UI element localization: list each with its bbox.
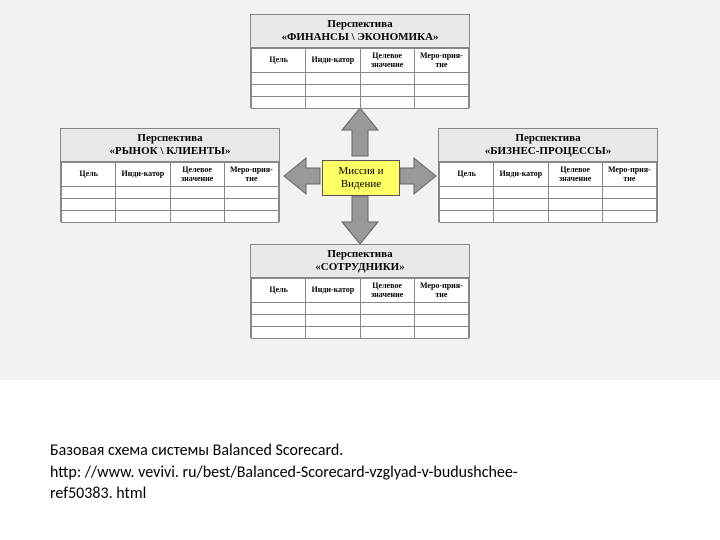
col-header: Целевое значение bbox=[548, 163, 602, 187]
panel-customers-table: Цель Инди-катор Целевое значение Меро-пр… bbox=[61, 162, 279, 223]
panel-title-line: Перспектива bbox=[327, 18, 392, 30]
col-header: Цель bbox=[440, 163, 494, 187]
col-header: Целевое значение bbox=[360, 279, 414, 303]
panel-employees: Перспектива «СОТРУДНИКИ» Цель Инди-катор… bbox=[250, 244, 470, 338]
panel-title-line: Перспектива bbox=[137, 132, 202, 144]
panel-employees-title: Перспектива «СОТРУДНИКИ» bbox=[251, 245, 469, 278]
panel-title-line: Перспектива bbox=[327, 248, 392, 260]
panel-processes-title: Перспектива «БИЗНЕС-ПРОЦЕССЫ» bbox=[439, 129, 657, 162]
col-header: Инди-катор bbox=[494, 163, 548, 187]
diagram-area: Перспектива «ФИНАНСЫ \ ЭКОНОМИКА» Цель И… bbox=[0, 0, 720, 380]
center-line: Миссия и bbox=[338, 165, 383, 177]
arrow-down bbox=[342, 196, 378, 244]
col-header: Инди-катор bbox=[306, 49, 360, 73]
col-header: Инди-катор bbox=[116, 163, 170, 187]
arrow-up bbox=[342, 108, 378, 156]
panel-processes-table: Цель Инди-катор Целевое значение Меро-пр… bbox=[439, 162, 657, 223]
col-header: Цель bbox=[62, 163, 116, 187]
col-header: Целевое значение bbox=[360, 49, 414, 73]
panel-title-line: «РЫНОК \ КЛИЕНТЫ» bbox=[110, 145, 231, 157]
panel-finance-table: Цель Инди-катор Целевое значение Меро-пр… bbox=[251, 48, 469, 109]
caption-line: Базовая схема системы Balanced Scorecard… bbox=[50, 441, 343, 460]
panel-title-line: «ФИНАНСЫ \ ЭКОНОМИКА» bbox=[281, 31, 438, 43]
col-header: Меро-прия-тие bbox=[414, 279, 468, 303]
panel-customers: Перспектива «РЫНОК \ КЛИЕНТЫ» Цель Инди-… bbox=[60, 128, 280, 222]
panel-finance-title: Перспектива «ФИНАНСЫ \ ЭКОНОМИКА» bbox=[251, 15, 469, 48]
col-header: Цель bbox=[252, 279, 306, 303]
center-line: Видение bbox=[341, 178, 381, 190]
col-header: Меро-прия-тие bbox=[224, 163, 278, 187]
col-header: Инди-катор bbox=[306, 279, 360, 303]
caption: Базовая схема системы Balanced Scorecard… bbox=[50, 440, 650, 505]
panel-processes: Перспектива «БИЗНЕС-ПРОЦЕССЫ» Цель Инди-… bbox=[438, 128, 658, 222]
col-header: Меро-прия-тие bbox=[414, 49, 468, 73]
panel-employees-table: Цель Инди-катор Целевое значение Меро-пр… bbox=[251, 278, 469, 339]
panel-title-line: «СОТРУДНИКИ» bbox=[315, 261, 404, 273]
arrow-right bbox=[400, 158, 436, 194]
panel-title-line: Перспектива bbox=[515, 132, 580, 144]
center-mission-vision: Миссия и Видение bbox=[322, 160, 400, 196]
col-header: Целевое значение bbox=[170, 163, 224, 187]
arrow-left bbox=[284, 158, 320, 194]
col-header: Меро-прия-тие bbox=[602, 163, 656, 187]
caption-line: http: //www. vevivi. ru/best/Balanced-Sc… bbox=[50, 463, 518, 482]
panel-finance: Перспектива «ФИНАНСЫ \ ЭКОНОМИКА» Цель И… bbox=[250, 14, 470, 108]
panel-title-line: «БИЗНЕС-ПРОЦЕССЫ» bbox=[485, 145, 611, 157]
col-header: Цель bbox=[252, 49, 306, 73]
panel-customers-title: Перспектива «РЫНОК \ КЛИЕНТЫ» bbox=[61, 129, 279, 162]
caption-line: ref50383. html bbox=[50, 484, 146, 503]
